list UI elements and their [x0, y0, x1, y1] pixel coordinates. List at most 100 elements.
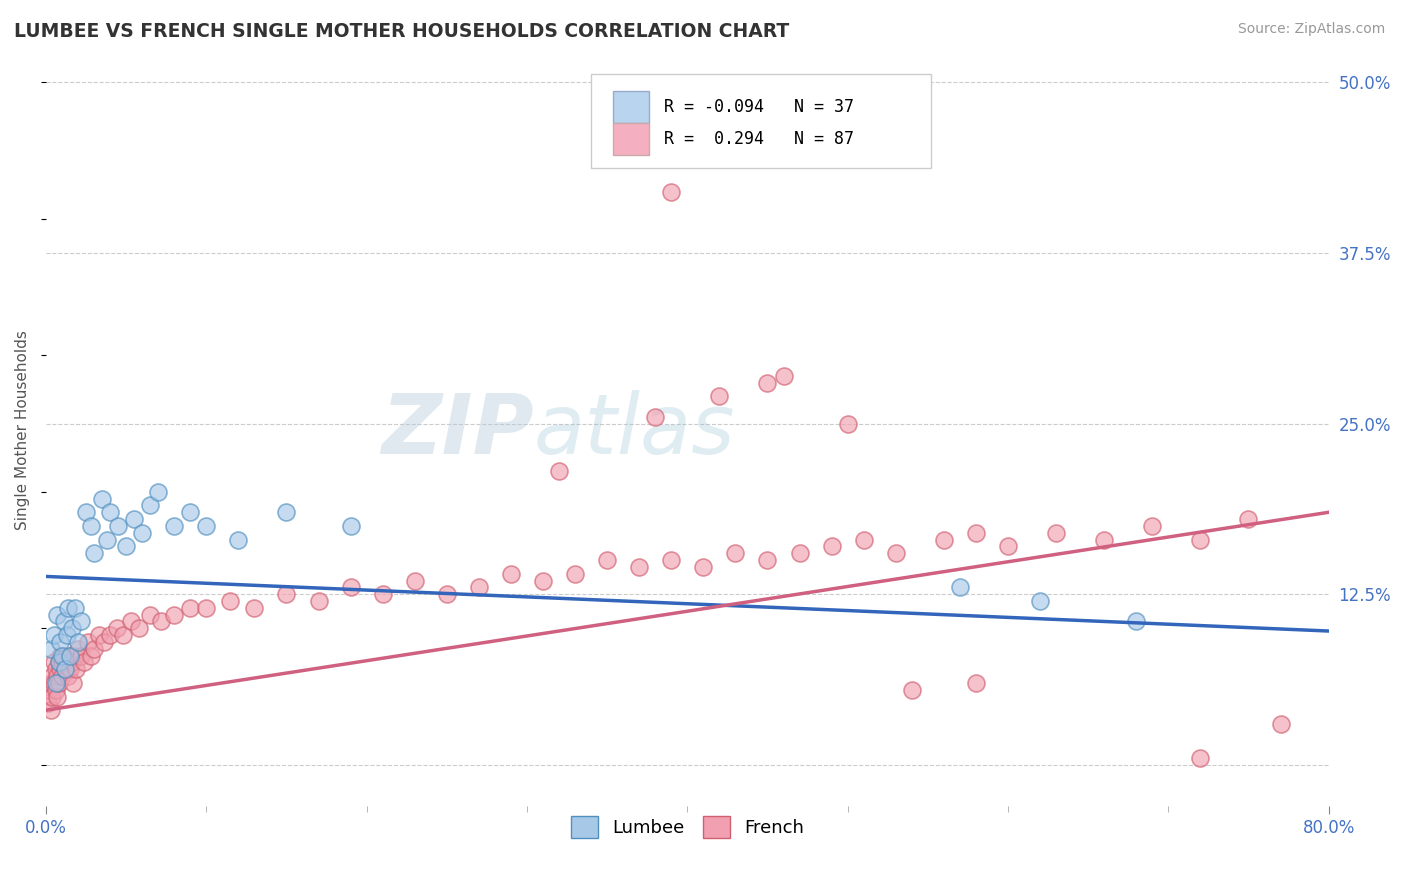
Point — [195, 600, 218, 615]
Point — [96, 533, 118, 547]
Point — [692, 560, 714, 574]
Point — [163, 519, 186, 533]
Point — [41, 669, 63, 683]
Point — [75, 505, 97, 519]
Point — [148, 484, 170, 499]
Point — [107, 519, 129, 533]
Point — [51, 648, 73, 663]
Point — [150, 615, 173, 629]
Point — [436, 587, 458, 601]
Point — [276, 505, 298, 519]
Point — [49, 662, 72, 676]
Point — [644, 409, 666, 424]
Point — [965, 676, 987, 690]
Point — [60, 656, 83, 670]
Point — [49, 635, 72, 649]
Point — [1045, 525, 1067, 540]
Point — [65, 662, 87, 676]
Point — [56, 628, 79, 642]
Point — [659, 185, 682, 199]
Point — [83, 546, 105, 560]
Point — [131, 525, 153, 540]
Bar — [613, 91, 648, 123]
Point — [1237, 512, 1260, 526]
Point — [62, 676, 84, 690]
Point — [179, 600, 201, 615]
Point — [53, 662, 76, 676]
Point — [39, 676, 62, 690]
Text: atlas: atlas — [533, 390, 735, 471]
Point — [1142, 519, 1164, 533]
Point — [1189, 533, 1212, 547]
Point — [820, 540, 842, 554]
Point — [49, 648, 72, 663]
Point — [276, 587, 298, 601]
Legend: Lumbee, French: Lumbee, French — [564, 809, 811, 846]
Point — [87, 628, 110, 642]
Point — [179, 505, 201, 519]
Point — [45, 682, 67, 697]
Point — [756, 553, 779, 567]
Point — [900, 682, 922, 697]
Point — [965, 525, 987, 540]
Point — [42, 628, 65, 642]
Point — [548, 464, 571, 478]
Point — [60, 621, 83, 635]
Text: LUMBEE VS FRENCH SINGLE MOTHER HOUSEHOLDS CORRELATION CHART: LUMBEE VS FRENCH SINGLE MOTHER HOUSEHOLD… — [14, 22, 789, 41]
Point — [709, 389, 731, 403]
Point — [91, 491, 114, 506]
Point — [724, 546, 747, 560]
Point — [48, 656, 70, 670]
Point — [93, 635, 115, 649]
Point — [63, 648, 86, 663]
Point — [949, 580, 972, 594]
Point — [63, 600, 86, 615]
Point — [51, 669, 73, 683]
Point — [596, 553, 619, 567]
Point — [837, 417, 859, 431]
Point — [884, 546, 907, 560]
Point — [115, 540, 138, 554]
Point — [1029, 594, 1052, 608]
Point — [58, 669, 80, 683]
Point — [48, 656, 70, 670]
Point — [628, 560, 651, 574]
Point — [852, 533, 875, 547]
Point — [38, 682, 60, 697]
Point — [73, 656, 96, 670]
Text: Source: ZipAtlas.com: Source: ZipAtlas.com — [1237, 22, 1385, 37]
Point — [120, 615, 142, 629]
Point — [195, 519, 218, 533]
Point — [468, 580, 491, 594]
Point — [128, 621, 150, 635]
Text: ZIP: ZIP — [381, 390, 533, 471]
Point — [37, 697, 59, 711]
Point — [339, 580, 361, 594]
Point — [46, 607, 69, 622]
Point — [52, 615, 75, 629]
Point — [219, 594, 242, 608]
Point — [76, 635, 98, 649]
Point — [46, 690, 69, 704]
Point — [48, 676, 70, 690]
Point — [139, 607, 162, 622]
Point — [105, 621, 128, 635]
Point — [531, 574, 554, 588]
Point — [339, 519, 361, 533]
Point — [932, 533, 955, 547]
Point — [59, 662, 82, 676]
Point — [139, 499, 162, 513]
Point — [163, 607, 186, 622]
Point — [1270, 716, 1292, 731]
Point — [997, 540, 1019, 554]
Point — [56, 656, 79, 670]
Point — [52, 648, 75, 663]
Point — [1125, 615, 1147, 629]
Point — [308, 594, 330, 608]
Point — [789, 546, 811, 560]
Point — [42, 656, 65, 670]
Point — [111, 628, 134, 642]
Point — [243, 600, 266, 615]
Point — [564, 566, 586, 581]
Point — [46, 669, 69, 683]
